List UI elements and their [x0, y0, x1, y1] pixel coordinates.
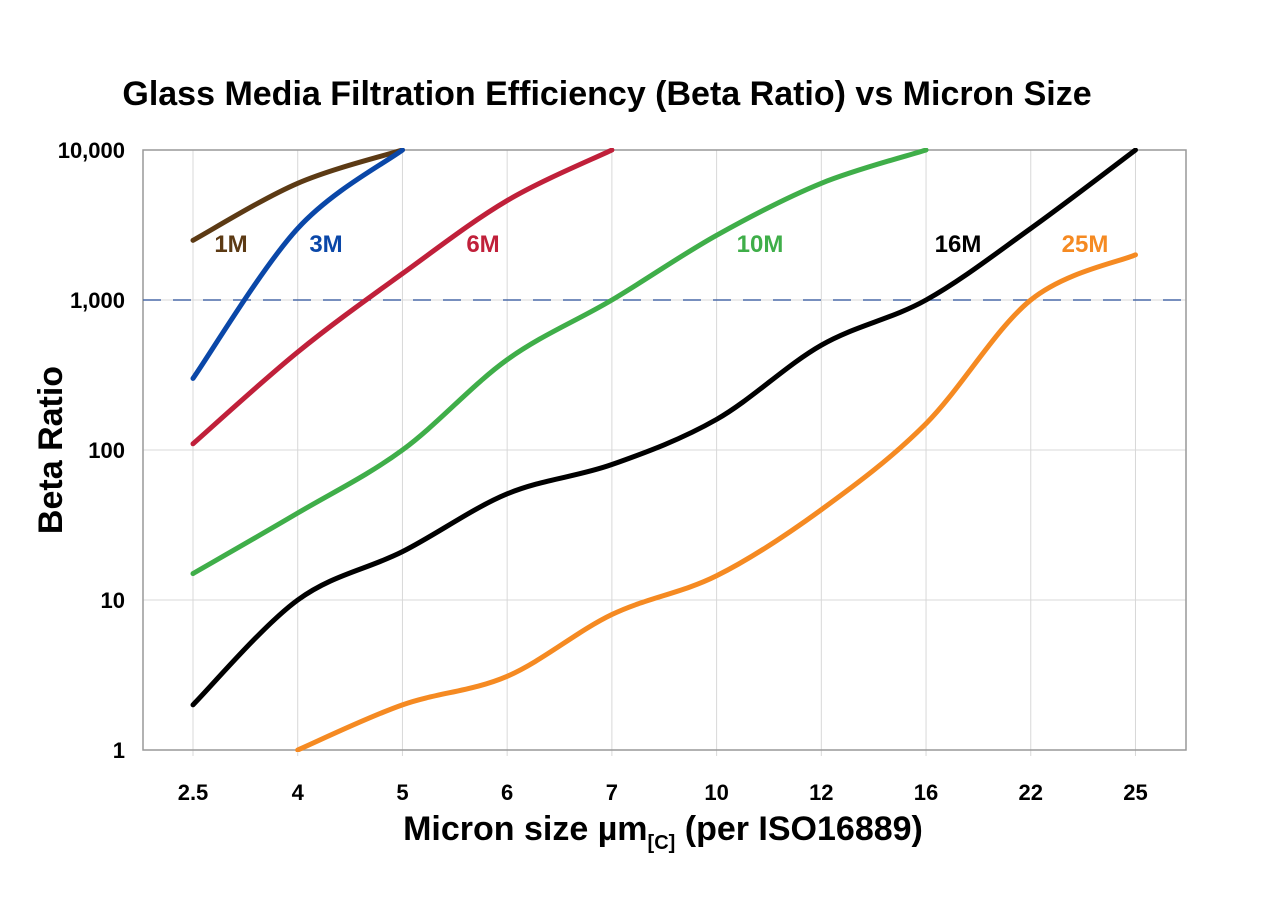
x-tick-label: 2.5 [178, 780, 209, 805]
plot-frame [142, 149, 1187, 751]
series-label-10M: 10M [737, 231, 784, 258]
series-line-6M [190, 148, 615, 447]
y-tick-label: 10,000 [58, 138, 125, 163]
y-tick-label: 100 [88, 438, 125, 463]
y-tick-labels: 1 10 100 1,000 10,000 [58, 138, 125, 763]
x-axis-label: Micron size µm[C] (per ISO16889) [403, 810, 923, 854]
series-line-16M [190, 148, 1138, 708]
x-axis-label-tail: (per ISO16889) [675, 810, 923, 848]
x-tick-label: 5 [396, 780, 408, 805]
x-tick-label: 16 [914, 780, 938, 805]
series-label-3M: 3M [309, 231, 342, 258]
series-label-25M: 25M [1062, 231, 1109, 258]
series-line-25M [295, 252, 1138, 752]
x-tick-label: 12 [809, 780, 833, 805]
x-tick-label: 22 [1019, 780, 1043, 805]
x-tick-label: 4 [292, 780, 305, 805]
grid [143, 149, 1186, 756]
chart-title: Glass Media Filtration Efficiency (Beta … [122, 75, 1091, 113]
series-line-3M [190, 148, 405, 381]
series-labels: 1M 3M 6M 10M 16M 25M [214, 231, 1108, 258]
y-tick-label: 1,000 [70, 288, 125, 313]
y-axis-label: Beta Ratio [32, 366, 70, 534]
x-axis-label-main: Micron size µm [403, 810, 647, 848]
x-axis-label-subscript: [C] [648, 832, 676, 854]
y-tick-label: 1 [113, 738, 125, 763]
y-tick-label: 10 [101, 588, 125, 613]
series-label-16M: 16M [935, 231, 982, 258]
series-group [190, 148, 1138, 752]
x-tick-label: 6 [501, 780, 513, 805]
series-line-1M [190, 148, 405, 243]
series-line-10M [190, 148, 929, 577]
x-tick-label: 25 [1123, 780, 1147, 805]
x-tick-labels: 2.5 4 5 6 7 10 12 16 22 25 [178, 780, 1148, 805]
series-label-6M: 6M [466, 231, 499, 258]
x-tick-label: 7 [606, 780, 618, 805]
series-label-1M: 1M [214, 231, 247, 258]
x-tick-label: 10 [704, 780, 728, 805]
